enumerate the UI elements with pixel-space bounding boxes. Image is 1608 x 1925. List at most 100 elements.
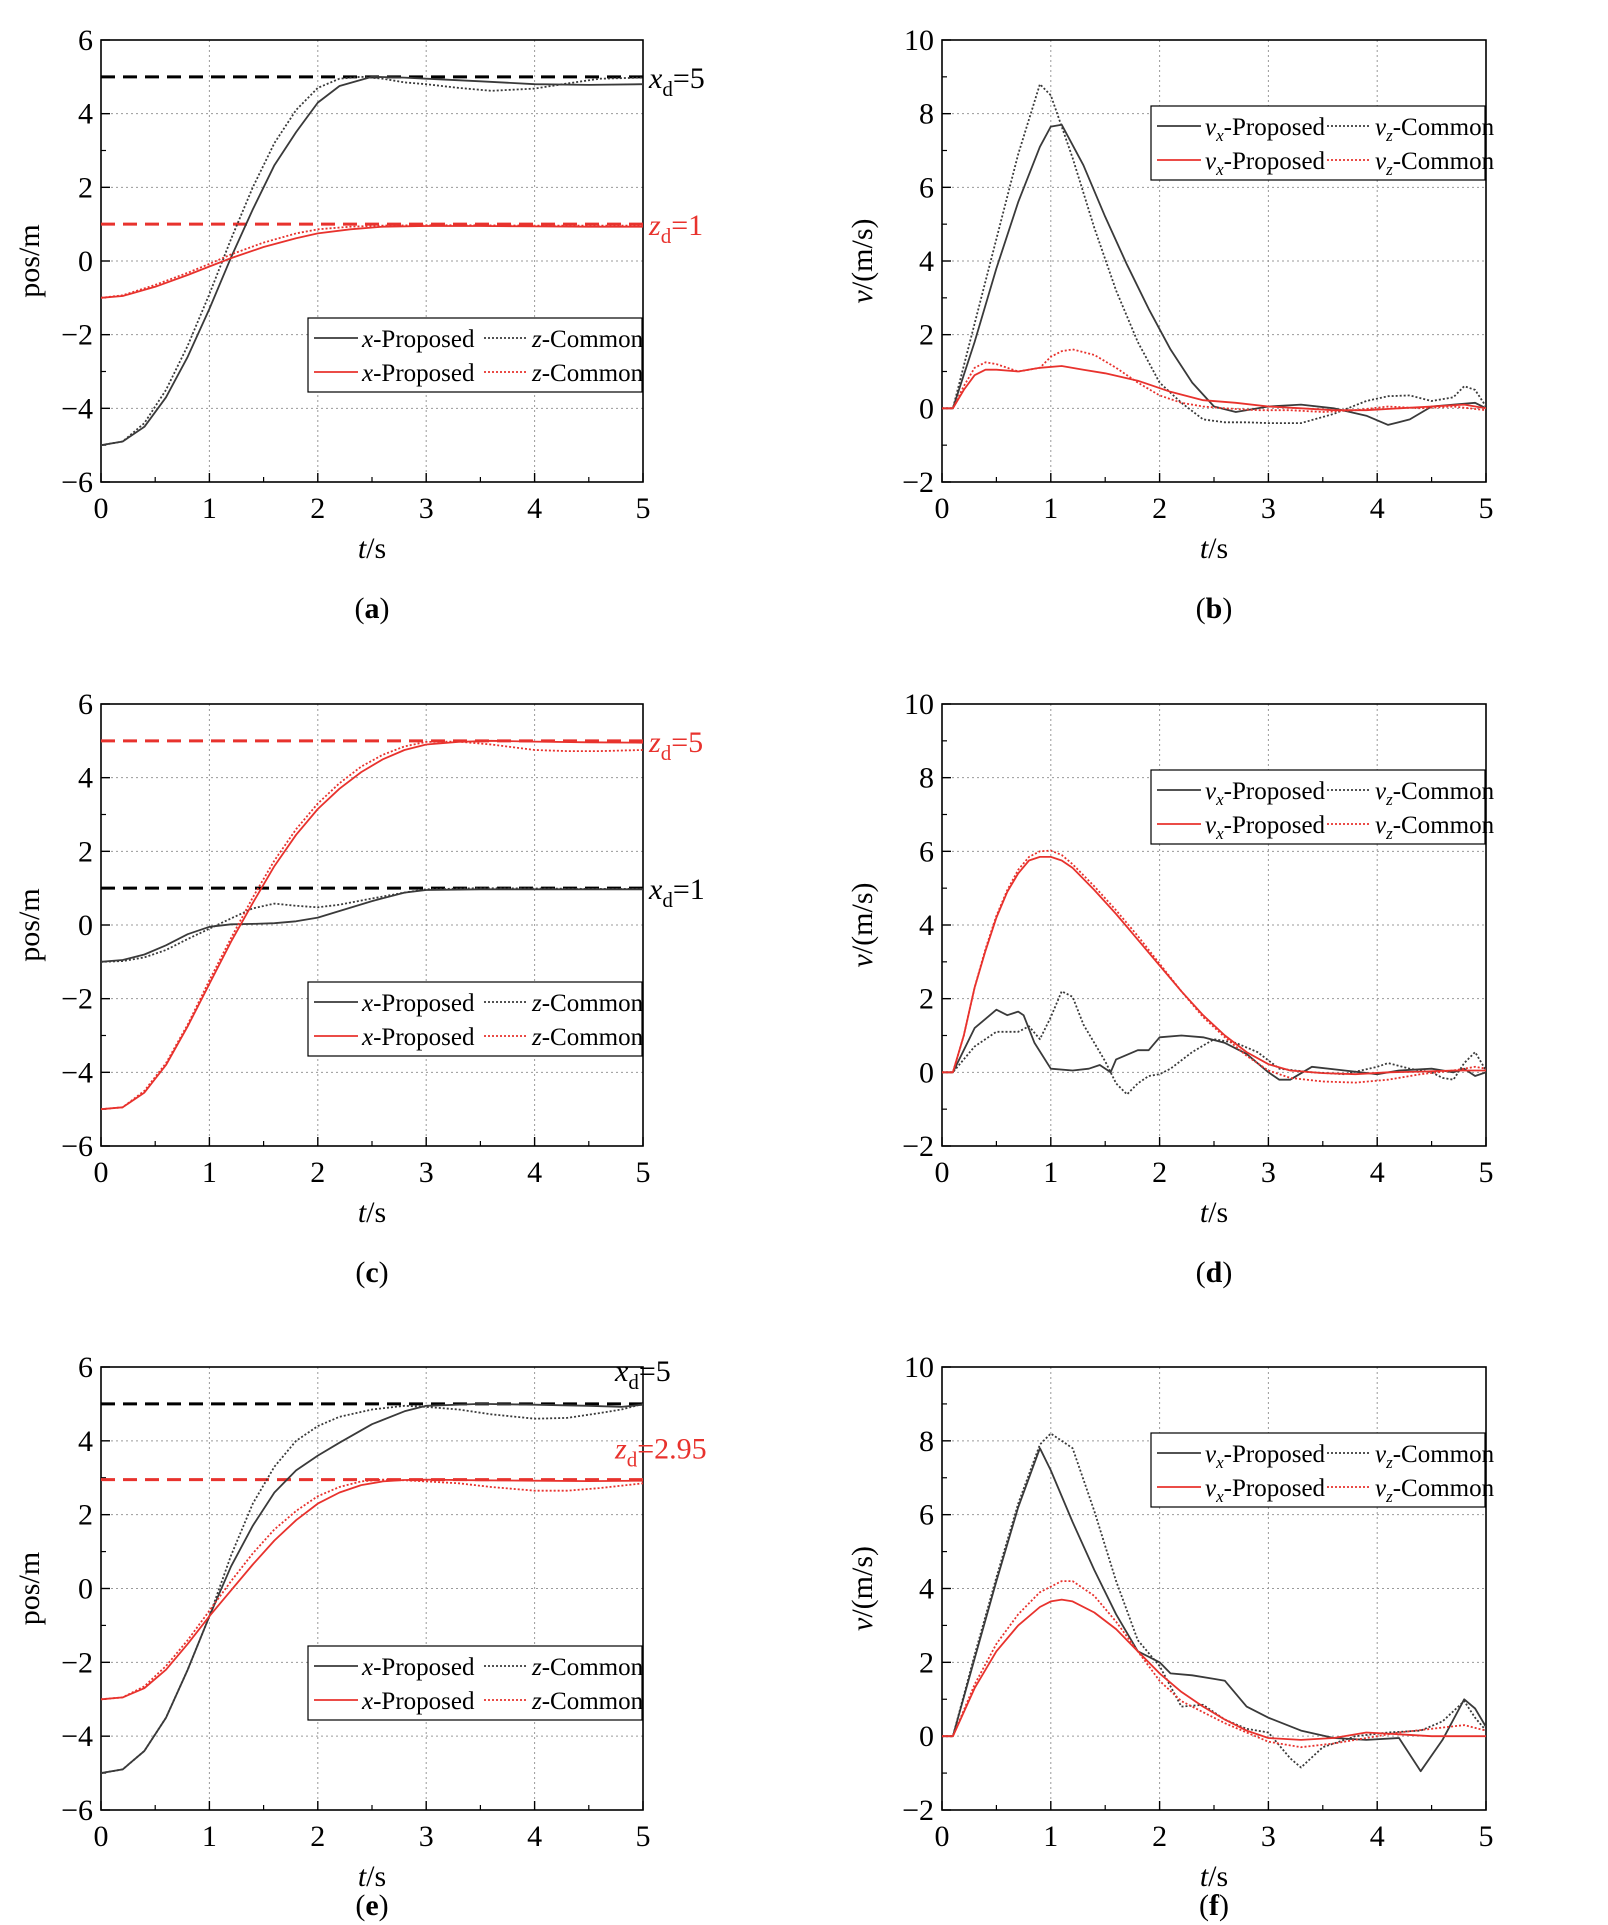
y-axis-label: pos/m	[13, 224, 46, 297]
legend: vx-Proposed vz-Common vx-Proposed vz-Common	[1150, 105, 1495, 181]
x-tick-label: 3	[419, 1156, 434, 1189]
y-tick-label: 0	[78, 909, 93, 942]
series-line-4	[101, 224, 643, 299]
y-tick-label: 8	[919, 98, 934, 131]
x-tick-label: 1	[1043, 492, 1058, 525]
y-tick-label: 8	[919, 762, 934, 795]
x-tick-label: 5	[636, 1156, 651, 1189]
x-tick-label: 5	[636, 1820, 651, 1853]
legend: x-Proposed z-Common x-Proposed z-Common	[307, 1645, 644, 1721]
series-line-4	[942, 1580, 1486, 1749]
y-tick-label: 2	[919, 983, 934, 1016]
legend-entry: x-Proposed	[361, 326, 475, 353]
series-line-3	[101, 739, 643, 1111]
legend-entry: vx-Proposed	[1205, 778, 1326, 809]
panel-caption: (f)	[1199, 1889, 1229, 1922]
legend: x-Proposed z-Common x-Proposed z-Common	[307, 981, 644, 1057]
series-line-2	[101, 1403, 643, 1774]
x-tick-label: 2	[310, 492, 325, 525]
y-tick-label: 2	[78, 835, 93, 868]
series-line-4	[942, 849, 1486, 1084]
reference-label: zd=5	[648, 726, 703, 765]
y-tick-label: 2	[919, 319, 934, 352]
series-line-2	[942, 990, 1486, 1096]
x-tick-label: 0	[94, 1156, 109, 1189]
series-line-4	[942, 348, 1486, 413]
x-tick-label: 1	[202, 1156, 217, 1189]
panel-caption: (c)	[355, 1256, 388, 1289]
legend: vx-Proposed vz-Common vx-Proposed vz-Common	[1150, 769, 1495, 845]
series-line-3	[942, 365, 1486, 412]
y-tick-label: 6	[919, 835, 934, 868]
reference-label: xd=5	[614, 1355, 671, 1394]
series-line-1	[942, 1008, 1486, 1081]
x-tick-label: 2	[310, 1820, 325, 1853]
legend-entry: vx-Proposed	[1205, 114, 1326, 145]
legend-entry: vx-Proposed	[1205, 1475, 1326, 1506]
x-tick-label: 4	[1370, 1156, 1385, 1189]
y-tick-label: 2	[919, 1646, 934, 1679]
x-tick-label: 5	[1479, 1156, 1494, 1189]
y-tick-label: 2	[78, 171, 93, 204]
y-tick-label: −6	[61, 1794, 93, 1827]
y-tick-label: 0	[919, 1720, 934, 1753]
y-tick-label: 6	[919, 1499, 934, 1532]
y-axis-label: v/(m/s)	[846, 1546, 879, 1631]
chart-panel-c: 0 1 2 3 4 5 −6 −4 −2 0 2 4 6 t/s pos/m zd=5 xd=1 x-Propos…	[13, 688, 705, 1289]
reference-label: zd=2.95	[614, 1433, 707, 1472]
legend-entry: vx-Proposed	[1205, 1441, 1326, 1472]
x-tick-label: 0	[935, 1820, 950, 1853]
x-tick-label: 2	[1152, 1156, 1167, 1189]
y-tick-label: 10	[904, 688, 934, 721]
x-axis-label: t/s	[358, 1860, 386, 1893]
y-tick-label: 0	[78, 245, 93, 278]
y-tick-label: 6	[78, 688, 93, 721]
y-tick-label: 10	[904, 1351, 934, 1384]
x-tick-label: 1	[1043, 1156, 1058, 1189]
y-tick-label: 4	[78, 762, 93, 795]
y-tick-label: 2	[78, 1499, 93, 1532]
chart-panel-e: 0 1 2 3 4 5 −6 −4 −2 0 2 4 6 t/s pos/m xd=5 zd=2.95 x-Pro…	[13, 1351, 707, 1922]
x-tick-label: 3	[419, 1820, 434, 1853]
y-axis-label: v/(m/s)	[846, 883, 879, 968]
y-tick-label: 0	[78, 1573, 93, 1606]
series-line-1	[101, 888, 643, 963]
legend-entry: vz-Common	[1375, 812, 1495, 843]
y-tick-label: −6	[61, 466, 93, 499]
y-tick-label: −2	[902, 466, 934, 499]
x-axis-label: t/s	[358, 1196, 386, 1229]
legend-entry: vz-Common	[1375, 778, 1495, 809]
series-line-1	[942, 123, 1486, 426]
series-line-3	[101, 1478, 643, 1701]
x-tick-label: 4	[527, 1156, 542, 1189]
x-tick-label: 1	[1043, 1820, 1058, 1853]
series-line-1	[101, 1403, 643, 1774]
y-tick-label: 6	[78, 1351, 93, 1384]
legend-entry: vx-Proposed	[1205, 148, 1326, 179]
series-line-2	[942, 83, 1486, 425]
series-line-3	[942, 856, 1486, 1076]
y-tick-label: −2	[902, 1130, 934, 1163]
legend-box	[1150, 1432, 1486, 1508]
x-axis-label: t/s	[1200, 532, 1228, 565]
x-tick-label: 1	[202, 1820, 217, 1853]
series-line-4	[101, 1478, 643, 1701]
legend-box	[307, 981, 643, 1057]
x-tick-label: 5	[1479, 1820, 1494, 1853]
x-tick-label: 3	[419, 492, 434, 525]
x-tick-label: 0	[935, 1156, 950, 1189]
y-tick-label: 4	[78, 1425, 93, 1458]
y-tick-label: 4	[919, 1573, 934, 1606]
x-axis-label: t/s	[1200, 1860, 1228, 1893]
legend: x-Proposed z-Common x-Proposed z-Common	[307, 317, 644, 393]
y-tick-label: 4	[919, 909, 934, 942]
series-line-2	[101, 75, 643, 447]
legend-entry: vz-Common	[1375, 114, 1495, 145]
y-tick-label: −4	[61, 392, 93, 425]
panel-caption: (a)	[355, 592, 390, 625]
legend-entry: z-Common	[531, 1654, 644, 1681]
y-tick-label: −2	[902, 1794, 934, 1827]
